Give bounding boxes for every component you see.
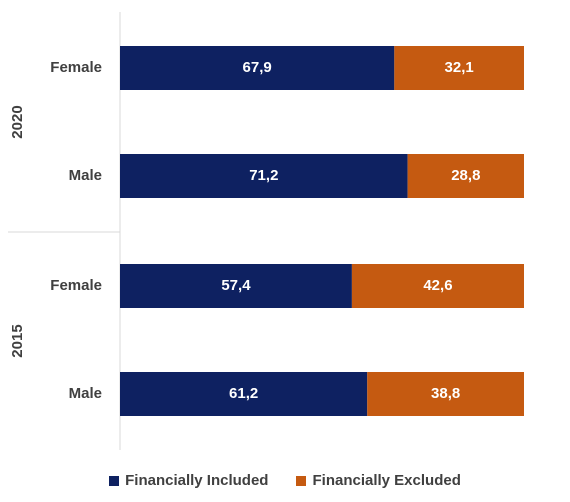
bar-excluded	[351, 264, 524, 308]
category-label: Female	[50, 277, 102, 294]
data-label-excluded: 32,1	[445, 59, 474, 76]
legend-swatch-included	[109, 475, 120, 486]
bars	[120, 46, 524, 416]
bar-included	[120, 372, 368, 416]
group-label-2015: 2015	[9, 324, 26, 357]
category-label: Male	[69, 167, 102, 184]
category-label: Female	[50, 59, 102, 76]
legend-label-excluded: Financially Excluded	[312, 472, 461, 489]
category-label: Male	[69, 385, 102, 402]
bar-included	[120, 264, 352, 308]
legend-swatch-excluded	[296, 475, 307, 486]
group-label-2020: 2020	[9, 105, 26, 138]
bar-included	[120, 46, 395, 90]
legend-item-included: Financially Included	[109, 472, 268, 489]
bar-included	[120, 154, 408, 198]
data-label-included: 67,9	[243, 59, 272, 76]
legend: Financially Included Financially Exclude…	[0, 472, 570, 489]
data-label-included: 61,2	[229, 385, 258, 402]
stacked-bar-chart: 2020 Female 67,9 32,1 Male 71,2 28,8 2015 Female…	[8, 12, 524, 450]
data-label-excluded: 28,8	[451, 167, 480, 184]
data-label-excluded: 42,6	[423, 277, 452, 294]
axes	[8, 12, 121, 450]
data-label-included: 57,4	[221, 277, 251, 294]
bar-excluded	[407, 154, 524, 198]
legend-item-excluded: Financially Excluded	[296, 472, 461, 489]
data-label-included: 71,2	[249, 167, 278, 184]
data-label-excluded: 38,8	[431, 385, 460, 402]
labels: 2020 Female 67,9 32,1 Male 71,2 28,8 2015 Female…	[9, 59, 480, 402]
bar-excluded	[367, 372, 524, 416]
bar-excluded	[394, 46, 524, 90]
legend-label-included: Financially Included	[125, 472, 269, 489]
